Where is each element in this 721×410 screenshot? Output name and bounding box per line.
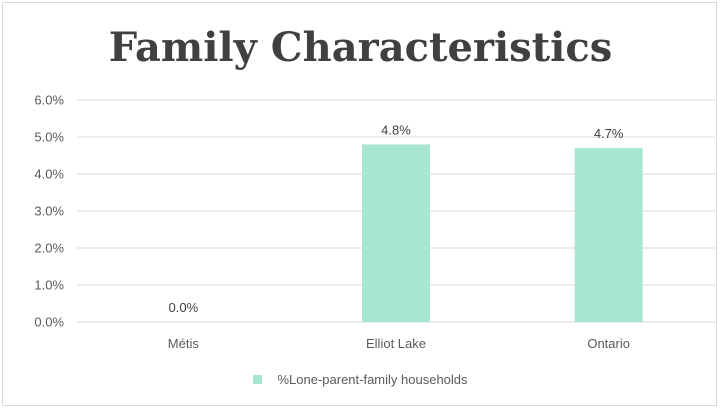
y-tick-label: 4.0% xyxy=(34,167,64,182)
legend: %Lone-parent-family households xyxy=(0,372,721,387)
data-label: 4.7% xyxy=(594,126,624,141)
x-tick-label: Elliot Lake xyxy=(366,336,426,351)
x-tick-label: Ontario xyxy=(587,336,630,351)
x-axis-tick-labels: Métis Elliot Lake Ontario xyxy=(168,336,630,351)
legend-swatch xyxy=(253,375,263,384)
data-label: 4.8% xyxy=(381,122,411,137)
y-tick-label: 0.0% xyxy=(34,315,64,330)
bar xyxy=(362,144,430,322)
y-tick-label: 6.0% xyxy=(34,93,64,108)
bars xyxy=(362,144,643,322)
y-tick-label: 2.0% xyxy=(34,241,64,256)
data-label: 0.0% xyxy=(169,300,199,315)
y-tick-label: 1.0% xyxy=(34,278,64,293)
x-tick-label: Métis xyxy=(168,336,200,351)
y-axis-tick-labels: 0.0% 1.0% 2.0% 3.0% 4.0% 5.0% 6.0% xyxy=(34,93,64,330)
data-labels: 0.0% 4.8% 4.7% xyxy=(169,122,624,315)
y-tick-label: 3.0% xyxy=(34,204,64,219)
bar xyxy=(574,148,643,322)
y-tick-label: 5.0% xyxy=(34,130,64,145)
chart-title: Family Characteristics xyxy=(108,24,613,71)
legend-label: %Lone-parent-family households xyxy=(277,372,468,387)
